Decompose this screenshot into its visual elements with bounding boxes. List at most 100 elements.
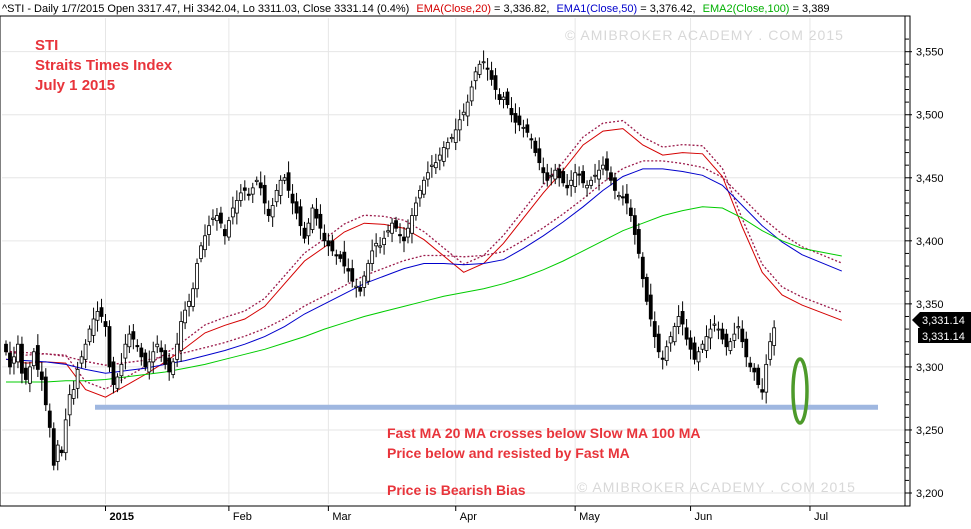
candle bbox=[99, 298, 104, 323]
last-price-text: 3,331.14 bbox=[922, 315, 965, 327]
candle-body-up bbox=[441, 147, 446, 162]
candle-body-up bbox=[382, 237, 387, 246]
candle-body-up bbox=[569, 179, 574, 186]
candle-body-down bbox=[660, 357, 665, 360]
candle-body-up bbox=[736, 326, 741, 329]
candle bbox=[266, 200, 271, 222]
candle bbox=[16, 335, 20, 369]
candle-body-down bbox=[51, 428, 56, 466]
candle bbox=[648, 283, 653, 327]
candle-body-down bbox=[402, 236, 406, 242]
last-price-badge: 3,331.14 bbox=[912, 312, 971, 328]
candle-body-up bbox=[764, 363, 769, 393]
candle bbox=[83, 339, 88, 369]
candle bbox=[545, 163, 550, 187]
candle-body-down bbox=[330, 240, 335, 252]
candle bbox=[39, 361, 44, 391]
candle bbox=[226, 216, 231, 241]
candle bbox=[274, 184, 279, 207]
candle bbox=[457, 109, 462, 142]
candle-body-up bbox=[445, 142, 450, 150]
candle bbox=[640, 252, 645, 288]
candle-body-down bbox=[581, 171, 585, 184]
candle-body-down bbox=[334, 254, 339, 257]
candle bbox=[63, 408, 68, 461]
candle bbox=[632, 208, 637, 245]
candle-body-down bbox=[624, 193, 629, 204]
candle bbox=[342, 240, 347, 274]
candle bbox=[672, 322, 677, 346]
candle-body-up bbox=[123, 343, 128, 359]
candle-body-up bbox=[410, 215, 414, 234]
candle bbox=[589, 176, 593, 190]
candle bbox=[127, 325, 132, 354]
candle bbox=[147, 350, 152, 380]
candle-body-up bbox=[425, 172, 430, 180]
candle-body-down bbox=[322, 232, 327, 242]
header-ema20-label: EMA(Close,20) bbox=[416, 3, 491, 15]
candle-body-up bbox=[465, 101, 470, 117]
candle bbox=[286, 161, 291, 198]
candle-body-down bbox=[505, 91, 510, 106]
candle-body-up bbox=[406, 227, 410, 238]
candle-body-up bbox=[521, 126, 526, 129]
candle-body-up bbox=[71, 389, 76, 399]
candle bbox=[764, 354, 769, 404]
candle-body-down bbox=[103, 321, 108, 327]
candle bbox=[258, 171, 263, 196]
candle-body-down bbox=[167, 357, 172, 373]
candle bbox=[370, 239, 375, 272]
candle-body-down bbox=[652, 321, 657, 338]
candle bbox=[234, 190, 239, 225]
candle bbox=[131, 324, 136, 350]
candle-body-down bbox=[131, 331, 136, 340]
candle-body-up bbox=[429, 164, 434, 167]
y-tick-label-3400: 3,400 bbox=[916, 236, 944, 248]
candle-body-down bbox=[636, 229, 641, 254]
candle-body-down bbox=[748, 362, 753, 368]
candle bbox=[537, 137, 542, 171]
candle bbox=[362, 271, 367, 297]
candle-body-up bbox=[601, 164, 605, 170]
candle bbox=[605, 151, 609, 181]
candle-body-up bbox=[215, 215, 219, 222]
x-tick-label-Mar: Mar bbox=[332, 511, 351, 523]
candle bbox=[433, 153, 438, 174]
candle-body-down bbox=[338, 254, 343, 259]
candle bbox=[55, 440, 60, 471]
candle bbox=[497, 88, 502, 105]
candle-body-up bbox=[362, 275, 367, 288]
candle-body-up bbox=[27, 366, 32, 384]
candle-body-down bbox=[318, 213, 323, 229]
annotation-ma-cross: Fast MA 20 MA crosses below Slow MA 100 … bbox=[387, 425, 701, 441]
candle-body-up bbox=[708, 328, 713, 339]
candle-body-up bbox=[414, 202, 418, 217]
candle bbox=[748, 356, 753, 372]
candle bbox=[378, 237, 383, 254]
y-axis: 3,200 3,250 3,300 3,350 3,400 3,450 3,500 3,550 bbox=[904, 16, 944, 506]
candle-body-up bbox=[83, 343, 88, 360]
candle-body-down bbox=[342, 251, 347, 267]
candle-body-down bbox=[628, 207, 633, 217]
candle bbox=[47, 403, 52, 438]
candle-body-down bbox=[740, 328, 745, 343]
candle bbox=[712, 315, 717, 332]
candle-body-down bbox=[752, 367, 757, 373]
candle bbox=[740, 320, 745, 348]
annotation-price-resisted: Price below and resisted by Fast MA bbox=[387, 445, 630, 461]
close-price-text: 3,331.14 bbox=[922, 331, 965, 343]
candle bbox=[581, 165, 585, 188]
candle bbox=[768, 332, 773, 366]
candle-body-down bbox=[485, 67, 490, 70]
candle-body-up bbox=[374, 242, 379, 247]
candle-body-down bbox=[509, 108, 514, 116]
candle-body-up bbox=[151, 351, 156, 363]
candle-body-down bbox=[537, 148, 542, 164]
candle-body-up bbox=[696, 351, 701, 363]
candle bbox=[621, 185, 625, 206]
candle bbox=[322, 224, 327, 248]
candle bbox=[59, 446, 64, 457]
x-tick-label-May: May bbox=[579, 511, 600, 523]
candle-body-down bbox=[756, 367, 761, 385]
